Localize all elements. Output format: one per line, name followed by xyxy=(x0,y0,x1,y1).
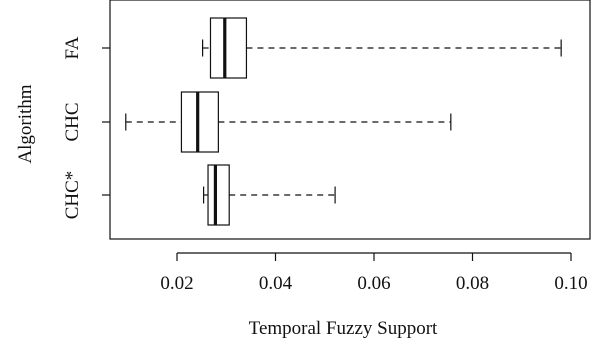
plot-frame xyxy=(109,0,591,240)
y-tick-label-fa: FA xyxy=(62,36,83,59)
x-tick-label: 0.06 xyxy=(357,273,390,294)
y-tick-label-chc: CHC xyxy=(62,102,83,141)
x-tick-label: 0.04 xyxy=(259,273,293,294)
box-chc xyxy=(202,164,336,226)
iqr-box xyxy=(209,17,248,79)
box-chc xyxy=(125,91,452,153)
x-tick-label: 0.08 xyxy=(456,273,489,294)
boxes-layer xyxy=(125,17,562,226)
x-tick-label: 0.02 xyxy=(160,273,193,294)
box-fa xyxy=(202,17,562,79)
iqr-box xyxy=(207,164,230,226)
x-axis-title: Temporal Fuzzy Support xyxy=(249,318,438,339)
y-axis: FA CHC CHC* xyxy=(62,36,110,219)
y-axis-title: Algorithm xyxy=(15,84,36,163)
x-axis: 0.02 0.04 0.06 0.08 0.10 xyxy=(160,252,588,294)
iqr-box xyxy=(180,91,219,153)
y-tick-label-chc: CHC* xyxy=(62,171,83,220)
x-tick-label: 0.10 xyxy=(554,273,587,294)
